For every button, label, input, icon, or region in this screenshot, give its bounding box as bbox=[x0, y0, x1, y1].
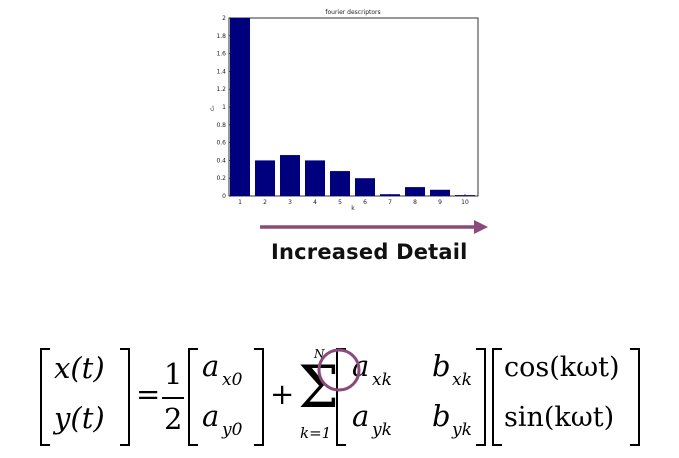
x-tick-label: 6 bbox=[363, 199, 367, 206]
y-tick-label: 1.6 bbox=[216, 51, 226, 58]
sum-upper-limit: N bbox=[314, 347, 325, 361]
a-yk: a bbox=[352, 399, 370, 433]
x-tick-label: 5 bbox=[338, 199, 342, 206]
bar-k1 bbox=[230, 18, 250, 196]
x-tick-label: 2 bbox=[263, 199, 267, 206]
a-yk-subscript: yk bbox=[372, 420, 392, 440]
a-y0: a bbox=[202, 399, 220, 433]
arrow-head bbox=[474, 220, 488, 234]
b-yk-subscript: yk bbox=[452, 420, 472, 440]
x-tick-label: 8 bbox=[413, 199, 417, 206]
left-bracket bbox=[40, 348, 50, 446]
y-tick-label: 1 bbox=[222, 104, 226, 111]
a-x0-subscript: x0 bbox=[222, 370, 243, 390]
highlight-circle bbox=[317, 348, 361, 392]
sum-lower-limit: k=1 bbox=[300, 424, 332, 442]
y-of-t: y(t) bbox=[54, 401, 105, 435]
fourier-descriptor-chart: fourier descriptors cₖ k 00.20.40.60.811… bbox=[209, 9, 488, 234]
right-bracket bbox=[120, 348, 130, 446]
right-bracket-a0 bbox=[254, 348, 264, 446]
plus-sign: + bbox=[270, 377, 295, 411]
y-axis-label: cₖ bbox=[209, 105, 216, 111]
y-ticks-group: 0 0.2 0.4 0.6 0.8 1 1.2 1.4 1.6 1.8 2 bbox=[216, 15, 231, 200]
y-tick-label: 0.2 bbox=[216, 175, 226, 182]
y-tick-label: 1.8 bbox=[216, 33, 226, 40]
y-tick-label: 0 bbox=[222, 193, 226, 200]
y-tick-label: 0.8 bbox=[216, 122, 226, 129]
sin-term: sin(kωt) bbox=[504, 402, 615, 433]
x-ticks-group: 1 2 3 4 5 6 7 8 9 10 bbox=[238, 194, 469, 206]
a-x0: a bbox=[202, 349, 220, 383]
bar-k3 bbox=[280, 155, 300, 196]
bar-k5 bbox=[330, 171, 350, 196]
left-bracket-a0 bbox=[188, 348, 198, 446]
bar-k8 bbox=[405, 187, 425, 196]
x-tick-label: 1 bbox=[238, 199, 242, 206]
x-tick-label: 9 bbox=[438, 199, 442, 206]
y-tick-label: 1.4 bbox=[216, 68, 226, 75]
bar-k4 bbox=[305, 160, 325, 196]
x-tick-label: 7 bbox=[388, 199, 392, 206]
right-bracket-trig bbox=[630, 348, 640, 446]
y-tick-label: 0.4 bbox=[216, 157, 226, 164]
x-of-t: x(t) bbox=[54, 351, 105, 385]
bar-k2 bbox=[255, 160, 275, 196]
x-axis-label: k bbox=[351, 205, 355, 212]
b-yk: b bbox=[432, 399, 451, 433]
right-bracket-matrix bbox=[476, 348, 486, 446]
y-tick-label: 0.6 bbox=[216, 140, 226, 147]
x-tick-label: 4 bbox=[313, 199, 317, 206]
increased-detail-caption: Increased Detail bbox=[271, 240, 468, 264]
half-numerator: 1 bbox=[164, 357, 183, 391]
x-tick-label: 3 bbox=[288, 199, 292, 206]
bar-k9 bbox=[430, 189, 450, 196]
b-xk-subscript: xk bbox=[452, 370, 472, 390]
cos-term: cos(kωt) bbox=[504, 352, 620, 383]
bar-k6 bbox=[355, 178, 375, 196]
chart-title: fourier descriptors bbox=[325, 9, 380, 16]
y-tick-label: 1.2 bbox=[216, 86, 226, 93]
equals-sign: = bbox=[136, 377, 161, 411]
a-y0-subscript: y0 bbox=[222, 420, 243, 440]
a-xk-subscript: xk bbox=[372, 370, 392, 390]
highlight-circle-ring bbox=[317, 348, 361, 392]
y-tick-label: 2 bbox=[222, 15, 226, 22]
fourier-series-equation: x(t) y(t) = 1 2 a x0 a y0 + N Σ k=1 a xk… bbox=[0, 330, 679, 458]
bars-group bbox=[230, 18, 475, 196]
half-denominator: 2 bbox=[164, 402, 183, 436]
detail-arrow bbox=[260, 220, 488, 234]
b-xk: b bbox=[432, 349, 451, 383]
fraction-bar bbox=[162, 397, 184, 399]
x-tick-label: 10 bbox=[461, 199, 469, 206]
left-bracket-trig bbox=[492, 348, 502, 446]
